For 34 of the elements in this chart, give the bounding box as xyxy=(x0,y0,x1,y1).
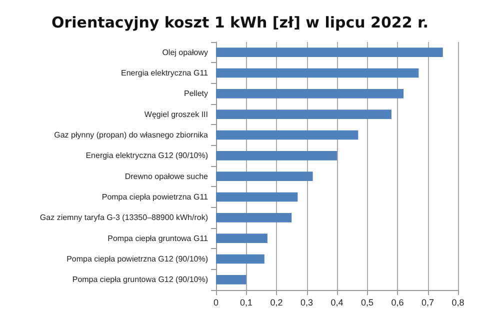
y-tick-label: Pompa ciepła powietrzna G11 xyxy=(102,192,209,202)
bar xyxy=(216,110,392,119)
x-tick-label: 0 xyxy=(213,298,219,308)
x-tick-label: 0,3 xyxy=(300,298,314,308)
y-tick-label: Pellety xyxy=(184,89,208,98)
bar xyxy=(216,254,264,264)
bar xyxy=(216,130,358,140)
y-tick-label: Energia elektryczna G12 (90/10%) xyxy=(86,151,208,160)
y-tick-label: Olej opałowy xyxy=(162,48,208,57)
bar xyxy=(216,68,419,78)
y-tick-label: Węgiel groszek III xyxy=(144,110,208,119)
bar xyxy=(216,234,268,243)
y-tick-label: Energia elektryczna G11 xyxy=(120,68,209,78)
x-tick-label: 0,1 xyxy=(240,298,253,308)
bar xyxy=(216,48,443,57)
x-tick-label: 0,2 xyxy=(270,298,283,308)
y-tick-label: Pompa ciepła gruntowa G11 xyxy=(108,234,209,243)
bar xyxy=(216,192,298,202)
bar xyxy=(216,172,313,181)
y-tick-label: Pompa ciepła gruntowa G12 (90/10%) xyxy=(72,275,208,284)
x-tick-label: 0,6 xyxy=(391,298,404,308)
y-tick-label: Pompa ciepła powietrzna G12 (90/10%) xyxy=(66,254,208,264)
x-tick-label: 0,5 xyxy=(360,298,374,308)
chart-title: Orientacyjny koszt 1 kWh [zł] w lipcu 2022 r. xyxy=(52,14,428,32)
y-tick-label: Drewno opałowe suche xyxy=(124,172,209,181)
x-tick-label: 0,4 xyxy=(330,298,344,308)
bar xyxy=(216,89,404,98)
bar xyxy=(216,213,292,222)
x-tick-label: 0,8 xyxy=(452,298,464,308)
bar xyxy=(216,275,246,284)
bar xyxy=(216,151,337,160)
x-tick-label: 0,7 xyxy=(421,298,434,308)
y-tick-label: Gaz płynny (propan) do własnego zbiornika xyxy=(54,130,209,140)
y-tick-label: Gaz ziemny taryfa G-3 (13350–88900 kWh/rok) xyxy=(40,213,208,222)
